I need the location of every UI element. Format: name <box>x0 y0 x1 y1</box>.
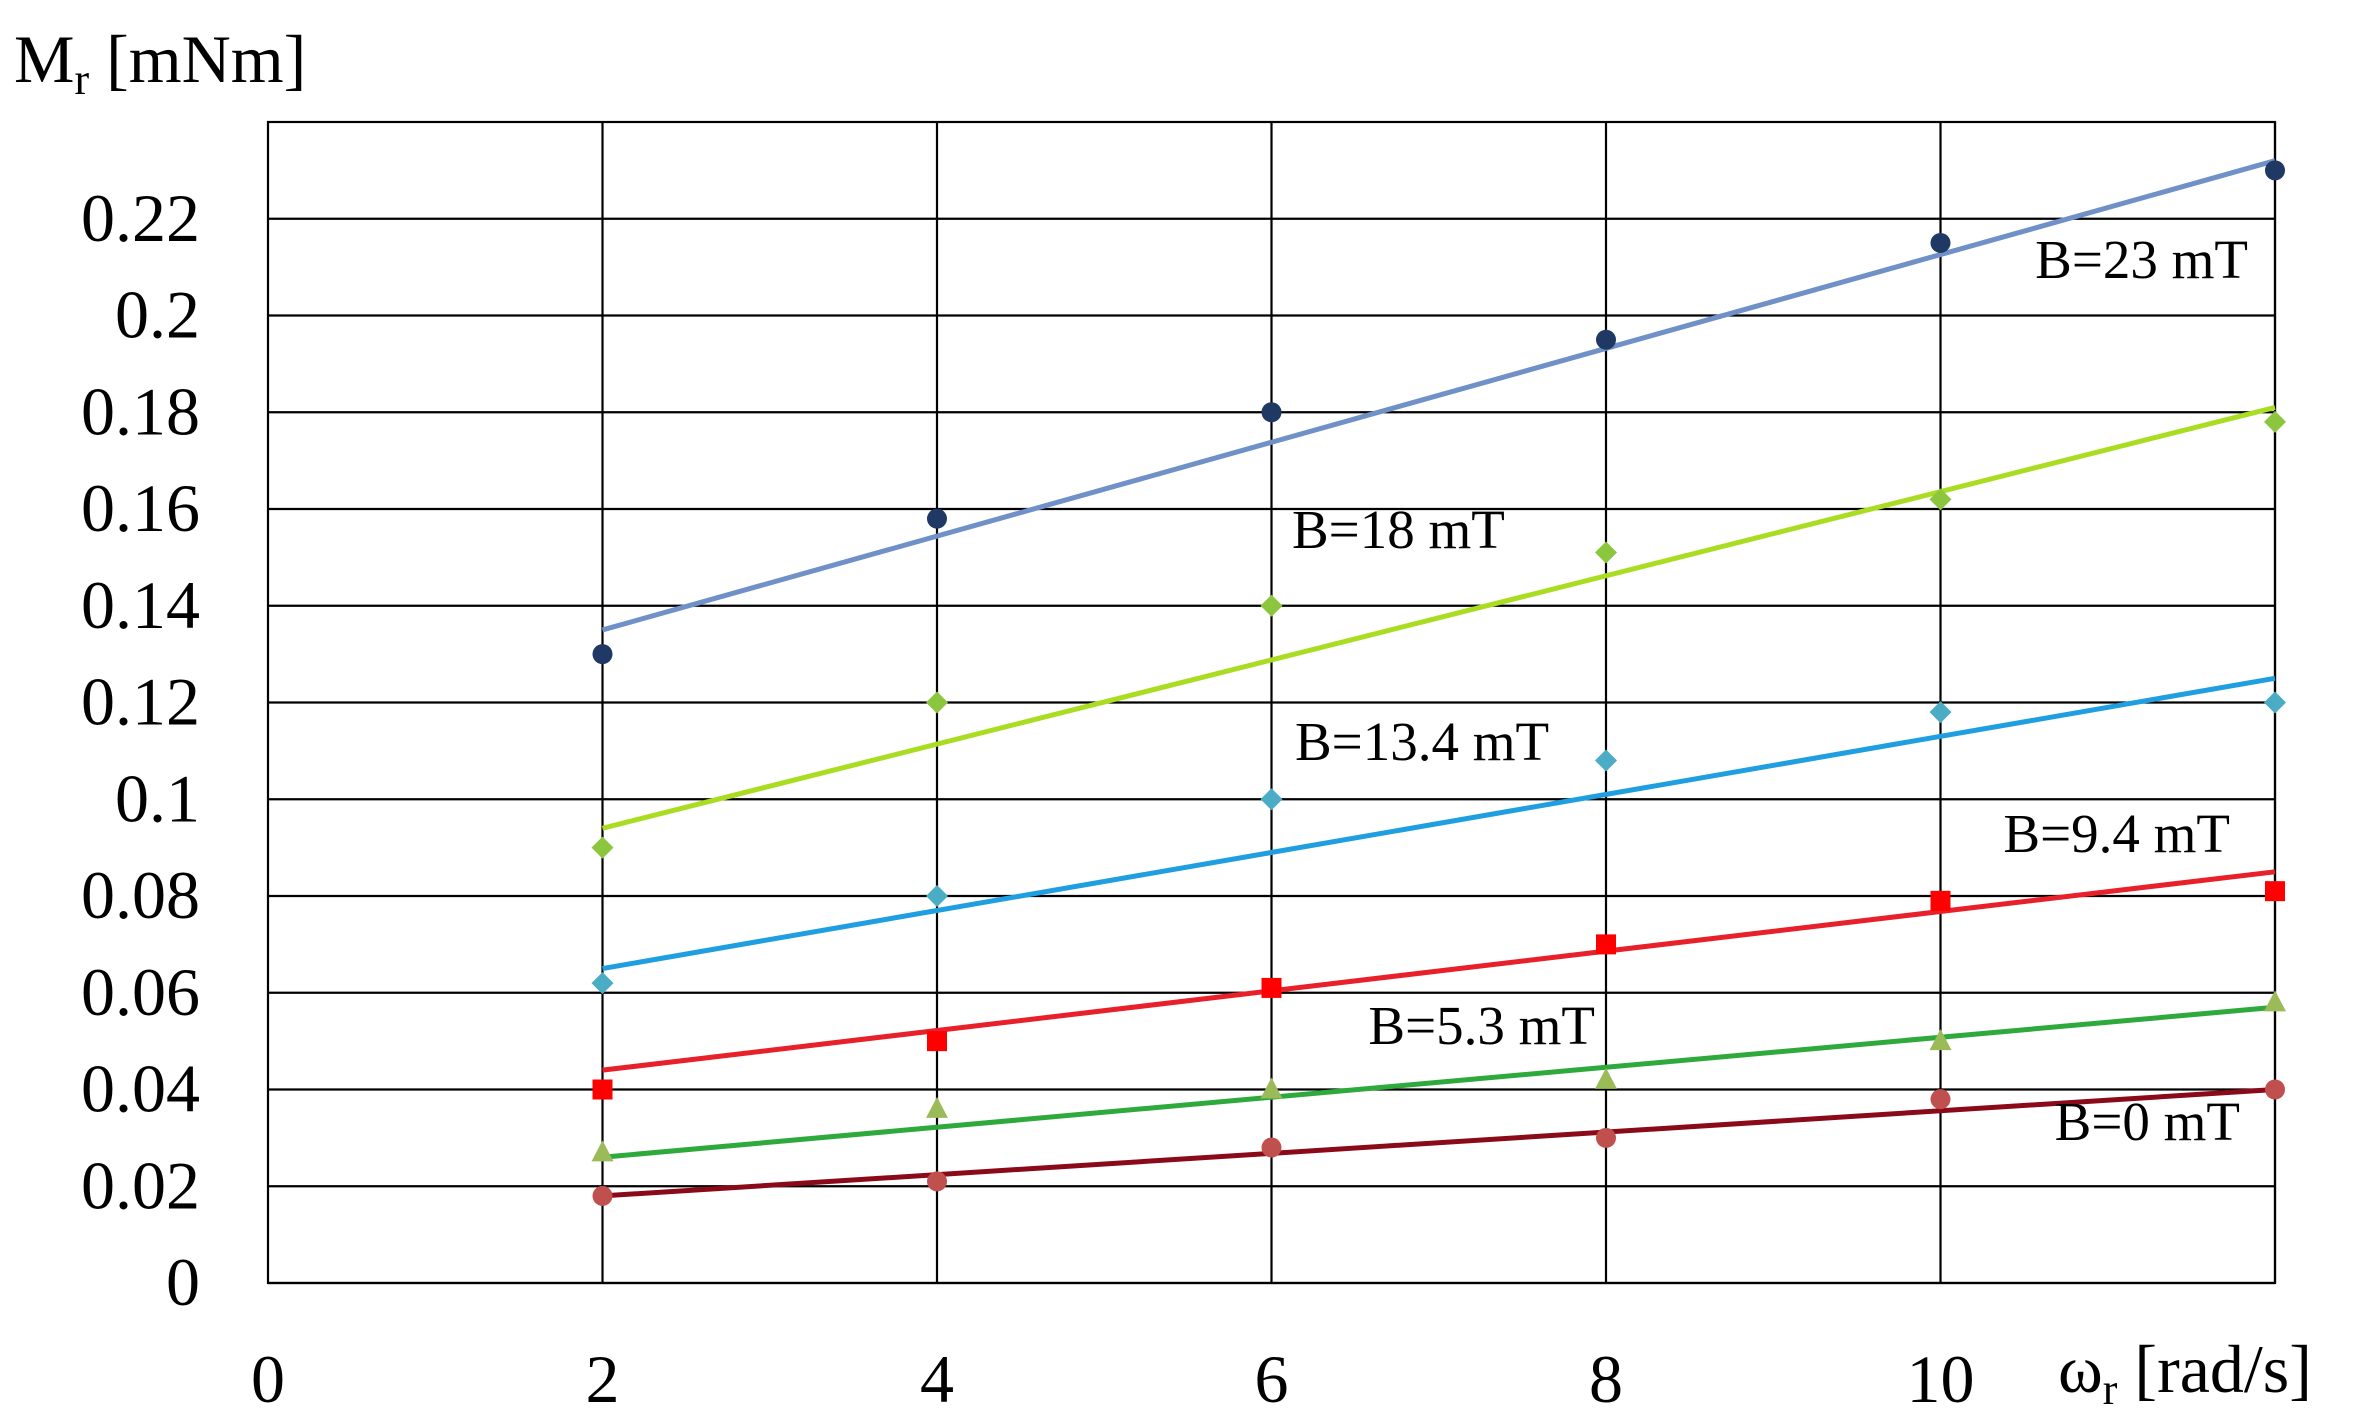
x-tick-label: 4 <box>920 1341 954 1417</box>
data-point <box>592 644 613 665</box>
data-point <box>1929 488 1952 511</box>
y-tick-label: 0.14 <box>81 567 200 643</box>
series-label: B=23 mT <box>2035 229 2248 290</box>
data-point <box>1596 1127 1616 1148</box>
data-point <box>2264 691 2286 714</box>
y-tick-label: 0.12 <box>81 664 200 740</box>
series-label: B=18 mT <box>1292 499 1505 560</box>
data-point <box>1261 977 1282 998</box>
x-tick-label: 10 <box>1907 1341 1975 1417</box>
trend-line <box>601 404 2276 831</box>
series-2 <box>592 869 2285 1100</box>
data-point <box>926 1096 948 1118</box>
y-tick-label: 0.04 <box>81 1051 200 1127</box>
data-point <box>2265 160 2285 181</box>
data-point <box>1929 701 1952 724</box>
data-point <box>2265 1079 2285 1100</box>
series-label: B=5.3 mT <box>1368 995 1595 1056</box>
series-label: B=0 mT <box>2055 1091 2240 1152</box>
x-axis-title-sub: r <box>2103 1365 2118 1414</box>
trend-line <box>602 869 2276 1073</box>
x-tick-label: 0 <box>251 1341 285 1417</box>
y-tick-label: 0.08 <box>81 857 200 933</box>
y-tick-label: 0.18 <box>81 373 200 449</box>
data-point <box>592 1185 613 1206</box>
data-point <box>1261 402 1282 423</box>
data-point <box>591 972 614 995</box>
x-axis-title-unit: [rad/s] <box>2117 1331 2311 1407</box>
data-point <box>926 885 948 907</box>
data-point <box>1595 749 1617 772</box>
series-label: B=13.4 mT <box>1295 711 1549 772</box>
data-point <box>1930 232 1951 253</box>
data-point <box>2264 410 2286 433</box>
data-point <box>1260 594 1283 617</box>
series-4 <box>591 404 2286 859</box>
x-tick-label: 2 <box>586 1341 620 1417</box>
data-point <box>926 691 948 714</box>
series-5 <box>592 158 2285 665</box>
series-3 <box>591 675 2286 995</box>
data-point <box>927 1031 947 1052</box>
y-tick-label: 0.22 <box>81 180 200 256</box>
data-point <box>1595 541 1617 564</box>
y-tick-label: 0.16 <box>81 470 200 546</box>
series-0 <box>592 1079 2285 1206</box>
trend-line <box>602 1087 2276 1199</box>
trend-line <box>602 1004 2276 1160</box>
x-axis-title: ωr [rad/s] <box>2058 1331 2312 1414</box>
data-point <box>592 1079 613 1100</box>
y-tick-label: 0.2 <box>115 277 200 353</box>
y-tick-label: 0.06 <box>81 954 200 1030</box>
x-tick-label: 6 <box>1255 1341 1289 1417</box>
trend-line <box>601 158 2276 633</box>
series <box>591 158 2286 1206</box>
data-point <box>1595 1067 1617 1089</box>
y-axis-title-main: M <box>14 21 74 97</box>
series-labels: B=0 mT B=5.3 mT B=9.4 mT B=13.4 mT B=18 mT B=… <box>1292 229 2248 1152</box>
data-point <box>1929 1029 1952 1051</box>
data-point <box>591 836 614 859</box>
axis-titles: Mr [mNm] ωr [rad/s] <box>14 21 2312 1414</box>
y-axis-title-sub: r <box>74 55 89 104</box>
data-point <box>1261 1137 1282 1158</box>
y-axis-title: Mr [mNm] <box>14 21 306 104</box>
data-point <box>1596 934 1616 955</box>
data-point <box>1596 329 1616 350</box>
data-point <box>1930 1089 1951 1110</box>
series-label: B=9.4 mT <box>2003 803 2230 864</box>
y-tick-label: 0.02 <box>81 1147 200 1223</box>
data-point <box>1260 788 1283 811</box>
data-point <box>2265 881 2285 902</box>
data-point <box>591 1140 614 1162</box>
x-tick-label: 8 <box>1589 1341 1623 1417</box>
series-1 <box>591 990 2286 1162</box>
trend-line <box>602 675 2276 972</box>
data-point <box>1930 890 1951 911</box>
x-axis-title-main: ω <box>2058 1331 2103 1407</box>
y-axis-title-unit: [mNm] <box>89 21 306 97</box>
data-point <box>1260 1077 1283 1099</box>
y-tick-label: 0 <box>166 1244 200 1320</box>
y-tick-label: 0.1 <box>115 760 200 836</box>
tick-labels: 0 0.02 0.04 0.06 0.08 0.1 0.12 0.14 0.16 0.18 0.2 0… <box>81 180 1975 1417</box>
data-point <box>927 508 947 529</box>
data-point <box>2264 990 2286 1012</box>
data-point <box>927 1171 947 1192</box>
